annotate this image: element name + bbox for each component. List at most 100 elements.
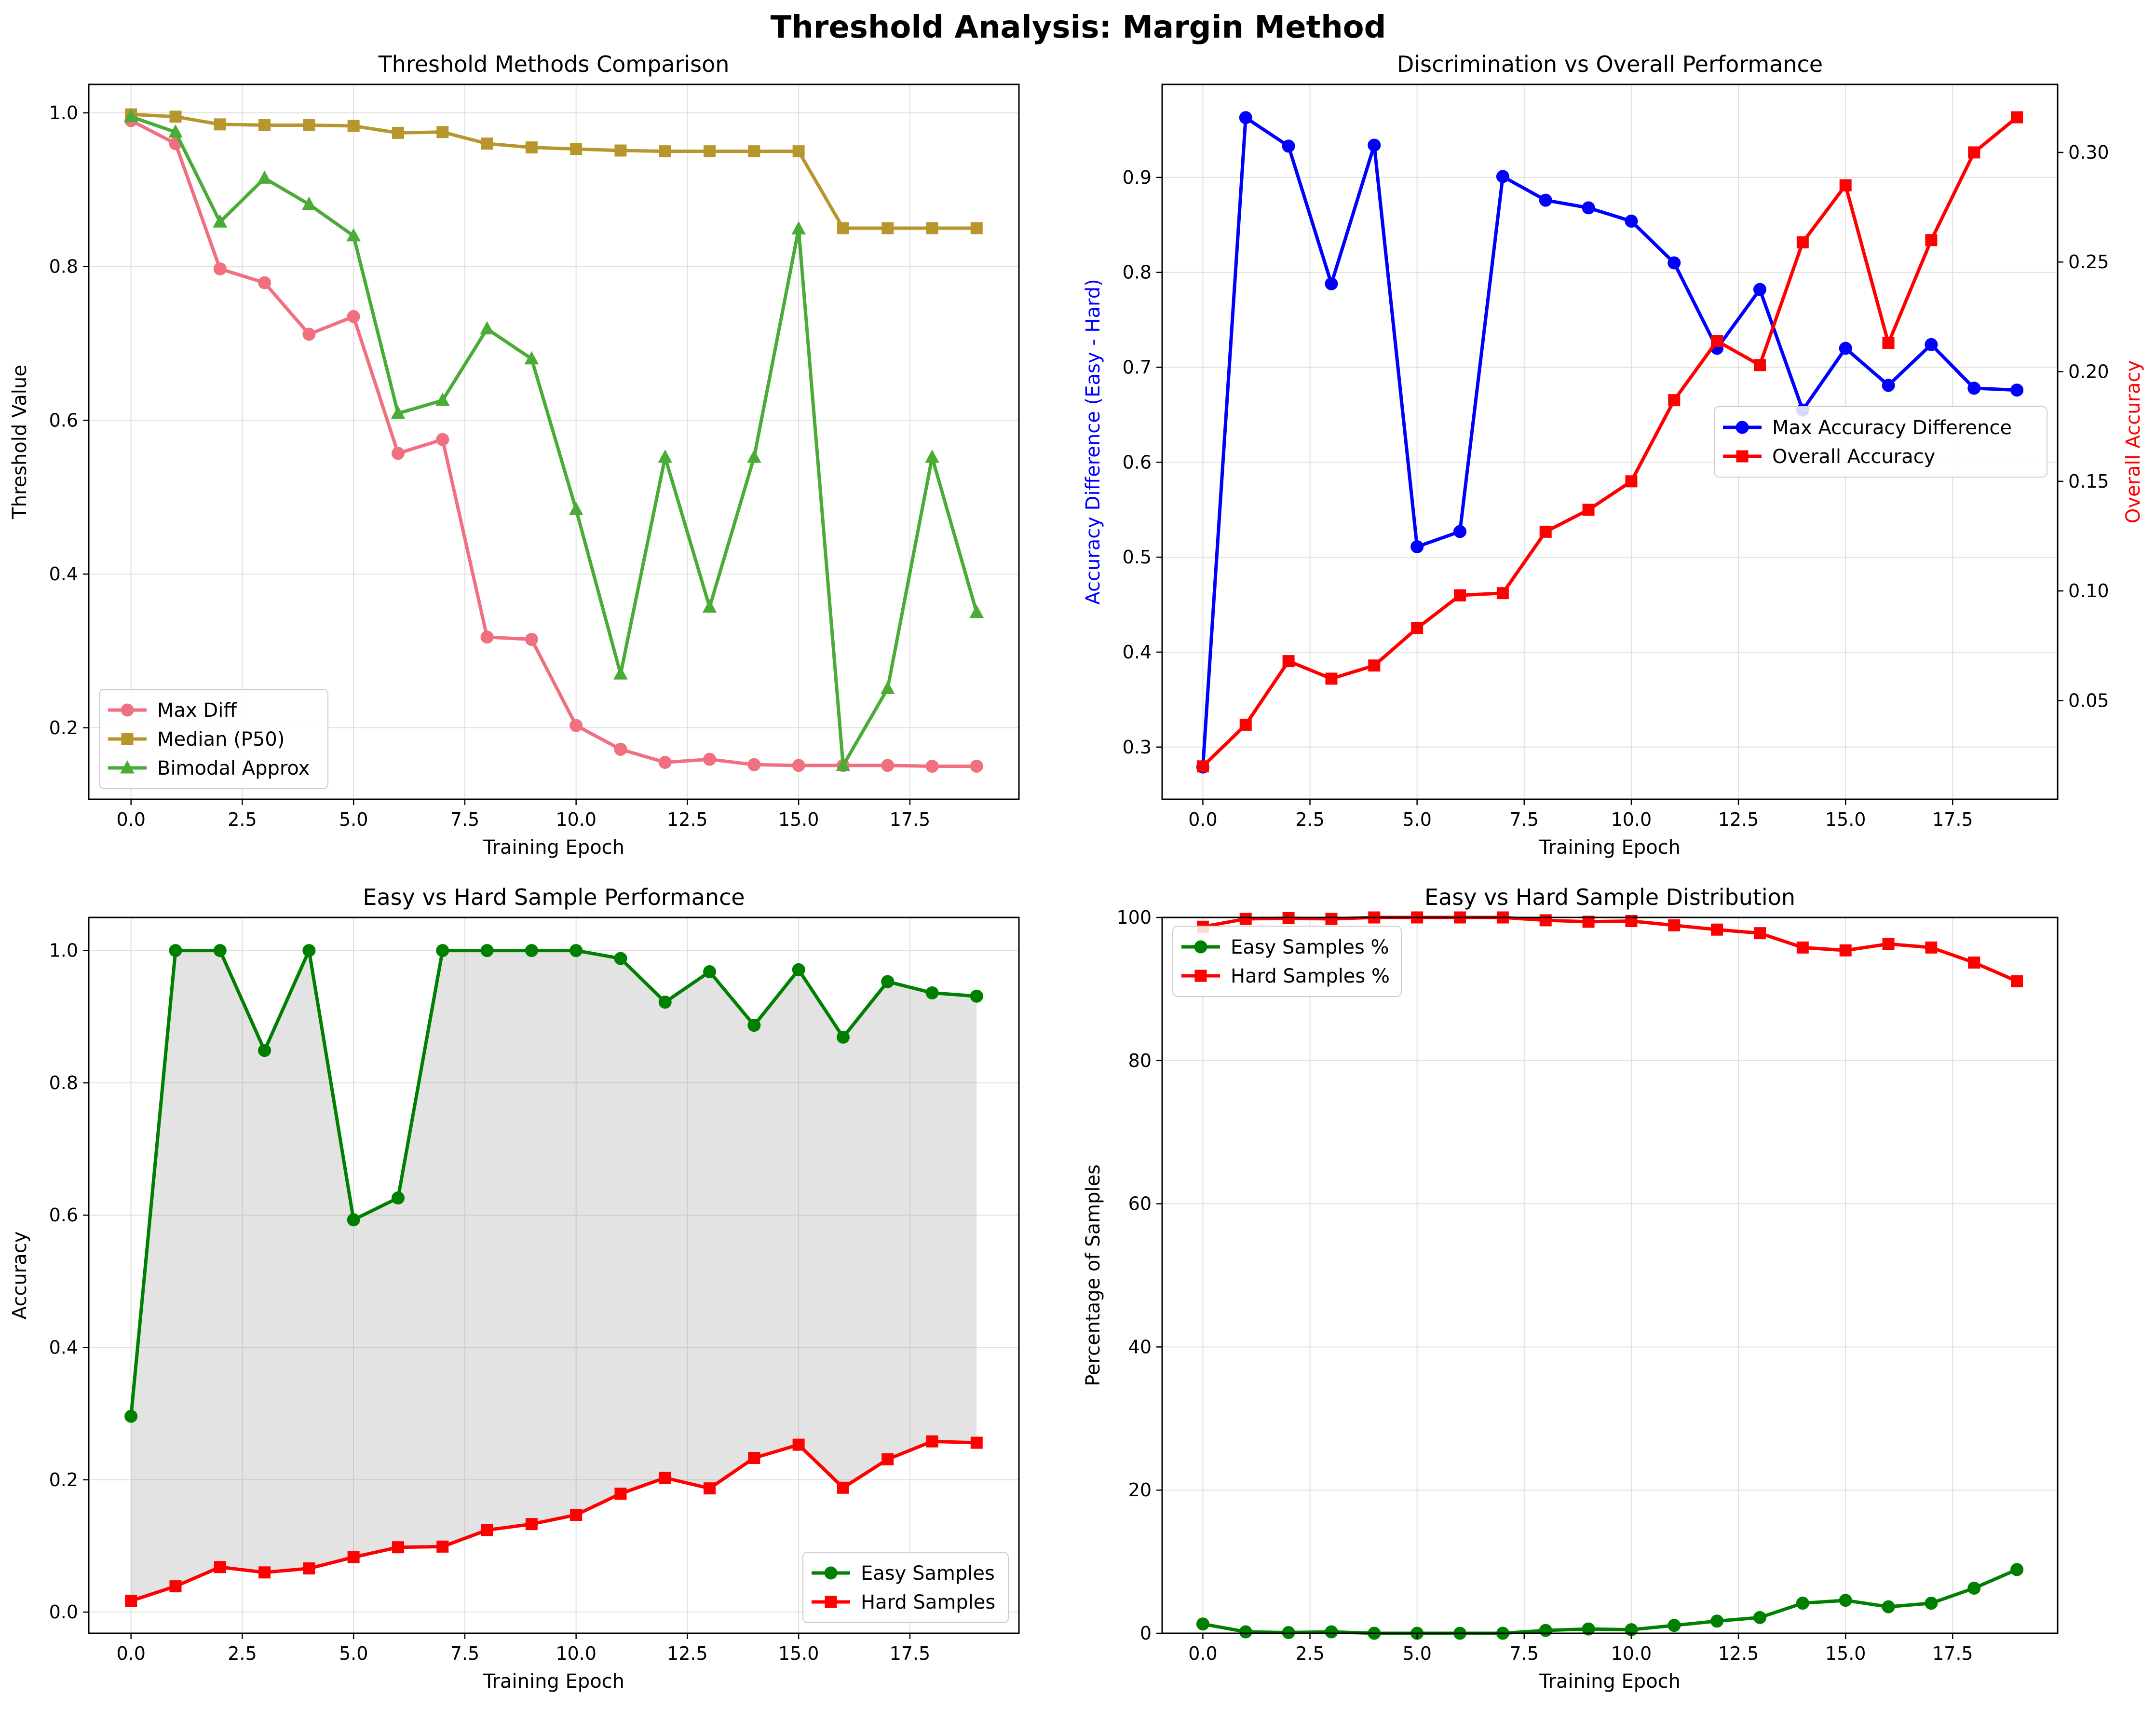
data-point: [614, 952, 627, 965]
data-point: [1668, 1619, 1681, 1632]
axes-frame: [1161, 83, 2059, 800]
data-point: [970, 1436, 983, 1449]
data-point: [257, 170, 272, 184]
data-point: [258, 1044, 271, 1057]
data-point: [613, 666, 628, 680]
data-point: [302, 944, 316, 957]
data-point: [347, 120, 360, 132]
subplot-title: Easy vs Hard Sample Performance: [363, 884, 745, 910]
y-tick-label: 1.0: [49, 102, 78, 123]
x-axis-label: Training Epoch: [1539, 836, 1681, 859]
legend-label: Overall Accuracy: [1772, 446, 1935, 468]
data-point: [570, 944, 583, 957]
y-tick-label: 0.3: [1123, 737, 1152, 758]
x-tick-label: 17.5: [890, 809, 931, 830]
x-tick-label: 15.0: [778, 1643, 819, 1664]
data-point: [792, 1438, 805, 1451]
axes-frame: [1161, 916, 2059, 1634]
x-tick-label: 17.5: [1932, 1643, 1973, 1664]
data-point: [436, 1540, 449, 1553]
data-point: [258, 276, 271, 289]
data-point: [214, 118, 226, 131]
data-point: [213, 944, 227, 957]
y-right-tick-label: 0.25: [2068, 251, 2109, 273]
data-point: [1282, 139, 1295, 153]
subplot-3: 0.0 2.5 5.0 7.5 10.0 12.5 15.0 17.5 0.0 0.2 0.4 0.6…: [9, 884, 1020, 1693]
data-point: [1839, 342, 1852, 355]
data-point: [1239, 718, 1252, 731]
data-point: [525, 944, 538, 957]
figure-title: Threshold Analysis: Margin Method: [771, 10, 1386, 45]
x-tick-label: 5.0: [339, 1643, 368, 1664]
data-point: [970, 222, 983, 234]
series-max-diff: [124, 114, 983, 773]
data-point: [302, 328, 316, 341]
x-tick-label: 12.5: [1718, 809, 1759, 830]
data-point: [1796, 236, 1809, 248]
data-point: [1796, 1597, 1809, 1610]
x-tick-label: 15.0: [778, 809, 819, 830]
subplots: 0.0 2.5 5.0 7.5 10.0 12.5 15.0 17.5 0.2 0.4 0.6 0.8…: [9, 51, 2144, 1693]
data-point: [570, 719, 583, 732]
series-easy-samples-: [1196, 1563, 2024, 1640]
series-line: [130, 119, 977, 768]
data-point: [614, 742, 627, 756]
data-point: [748, 1452, 760, 1464]
data-point: [436, 433, 449, 446]
legend: Max Diff Median (P50) Bimodal Approx: [99, 689, 328, 789]
legend-label: Median (P50): [157, 728, 285, 751]
data-point: [746, 449, 761, 463]
y-axis-label: Threshold Value: [9, 365, 31, 520]
data-point: [258, 1566, 271, 1579]
x-axis-label: Training Epoch: [1539, 1670, 1681, 1693]
data-point: [258, 119, 271, 131]
data-point: [614, 1488, 627, 1500]
data-point: [1968, 956, 1980, 969]
data-point: [658, 756, 672, 769]
data-point: [658, 996, 672, 1009]
x-tick-label: 5.0: [1402, 809, 1431, 830]
x-tick-label: 10.0: [556, 809, 597, 830]
data-point: [1925, 941, 1938, 954]
data-point: [1496, 170, 1509, 183]
x-tick-label: 0.0: [1188, 1643, 1217, 1664]
x-tick-label: 10.0: [1611, 809, 1652, 830]
legend-frame: [99, 689, 328, 789]
series-line: [131, 112, 977, 230]
data-point: [1582, 201, 1595, 215]
data-point: [791, 221, 806, 235]
x-tick-label: 15.0: [1825, 809, 1866, 830]
y-axis-label: Percentage of Samples: [1082, 1164, 1104, 1386]
data-point: [881, 975, 895, 988]
y-tick-label: 1.0: [49, 940, 78, 961]
data-point: [658, 449, 673, 463]
series-line: [129, 949, 977, 1417]
y-right-tick-label: 0.10: [2068, 580, 2109, 602]
data-point: [792, 759, 805, 772]
x-tick-label: 2.5: [1295, 809, 1324, 830]
legend-marker: [825, 1596, 837, 1608]
subplot-1: 0.0 2.5 5.0 7.5 10.0 12.5 15.0 17.5 0.2 0.4 0.6 0.8…: [9, 51, 1020, 859]
legend-label: Bimodal Approx: [157, 757, 310, 779]
y-tick-label: 0.9: [1123, 167, 1152, 188]
data-point: [925, 449, 939, 463]
data-point: [704, 1482, 716, 1495]
legend-marker: [824, 1566, 838, 1580]
y-tick-label: 0: [1140, 1623, 1152, 1644]
x-tick-label: 5.0: [339, 809, 368, 830]
x-tick-label: 10.0: [1611, 1643, 1652, 1664]
data-point: [1668, 919, 1681, 931]
data-point: [1668, 256, 1681, 270]
y-tick-label: 0.4: [49, 563, 78, 585]
data-point: [168, 124, 183, 138]
data-point: [1582, 1622, 1595, 1636]
x-tick-label: 2.5: [228, 1643, 257, 1664]
data-point: [747, 1019, 761, 1032]
data-point: [659, 1472, 671, 1484]
data-point: [524, 351, 539, 365]
x-tick-label: 12.5: [1718, 1643, 1759, 1664]
data-point: [1796, 941, 1809, 954]
y-tick-label: 0.0: [49, 1601, 78, 1623]
legend-label: Easy Samples: [861, 1562, 995, 1585]
